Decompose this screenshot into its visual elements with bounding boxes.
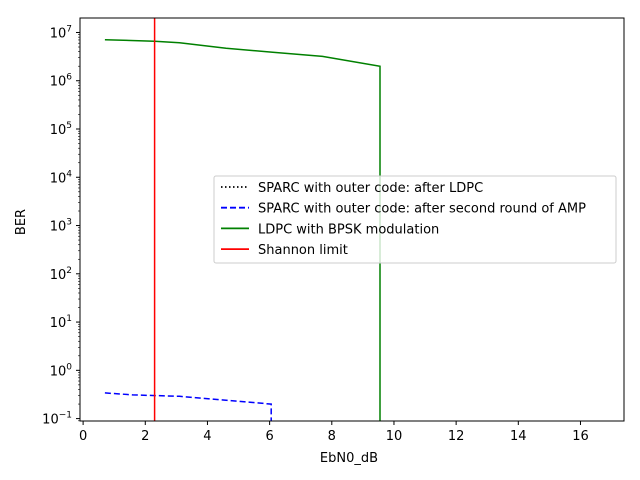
legend: SPARC with outer code: after LDPC SPARC w… [213,175,617,264]
x-axis-ticks: 0 2 4 6 8 10 12 14 16 [79,421,589,444]
y-axis-ticks: 10−1 100 101 102 103 104 105 106 107 [42,24,80,428]
y-tick-label: 10−1 [42,411,72,428]
x-tick-label: 14 [510,429,527,444]
y-tick-label: 101 [50,314,72,331]
y-tick-label: 102 [50,266,72,283]
y-tick-label: 103 [50,218,72,235]
x-tick-label: 10 [386,429,403,444]
series-layer [104,18,381,421]
x-tick-label: 6 [265,429,273,444]
x-tick-label: 16 [572,429,589,444]
x-tick-label: 2 [141,429,149,444]
x-tick-label: 12 [448,429,465,444]
x-tick-label: 8 [328,429,336,444]
y-axis-label: BER [14,209,29,235]
legend-label-3: Shannon limit [258,243,348,258]
x-axis-label: EbN0_dB [320,451,378,466]
y-tick-label: 105 [50,121,72,138]
legend-label-2: LDPC with BPSK modulation [258,222,439,237]
y-tick-label: 100 [50,362,73,379]
x-tick-label: 4 [203,429,211,444]
legend-label-0: SPARC with outer code: after LDPC [258,181,483,196]
legend-box [213,175,617,264]
y-tick-label: 107 [50,24,72,41]
plot-frame [79,17,625,422]
y-tick-label: 104 [50,169,73,186]
legend-label-1: SPARC with outer code: after second roun… [258,202,586,217]
y-tick-label: 106 [50,73,73,90]
x-tick-label: 0 [79,429,87,444]
series-line-2 [104,38,381,421]
series-line-1 [104,392,272,421]
